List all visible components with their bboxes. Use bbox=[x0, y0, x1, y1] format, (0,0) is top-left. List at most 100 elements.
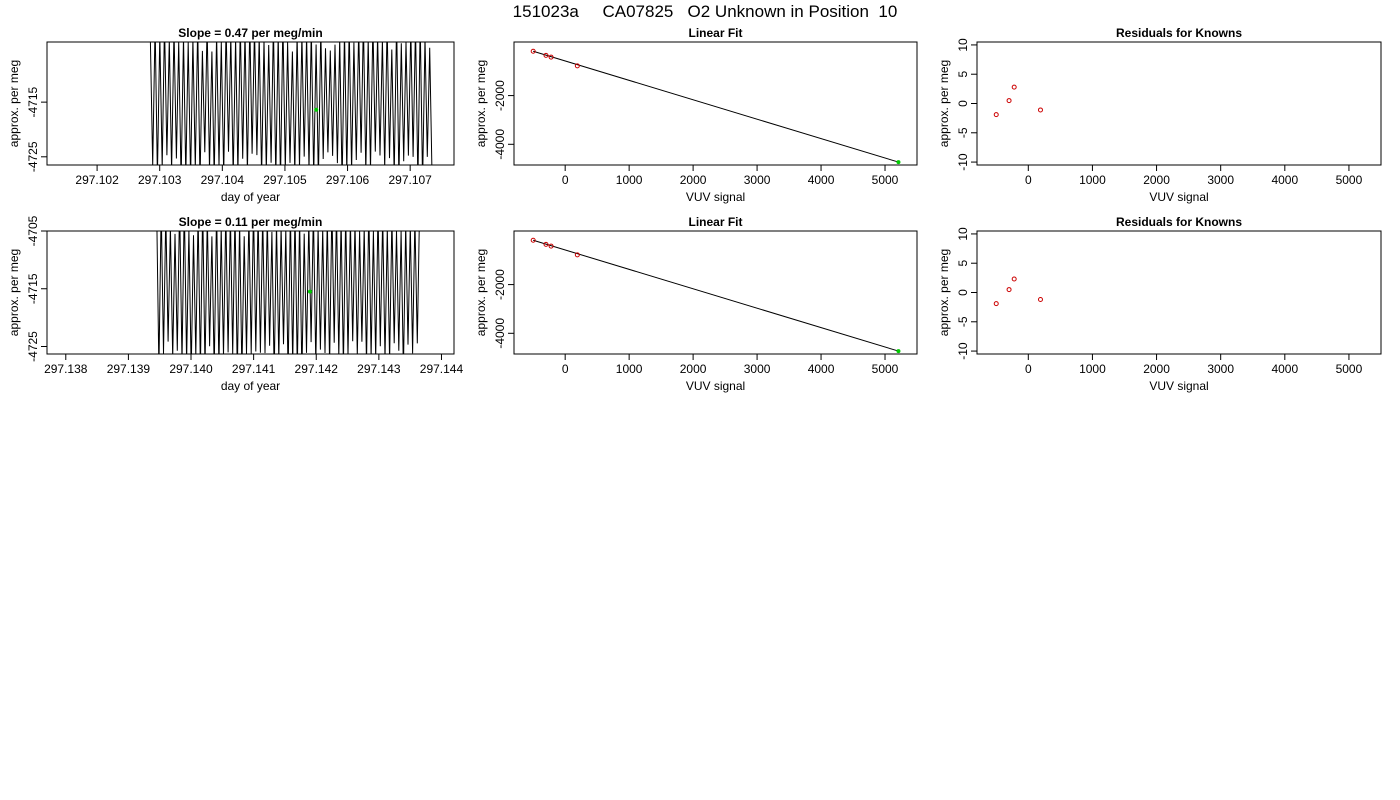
y-axis-label: approx. per meg bbox=[474, 60, 488, 147]
known-point bbox=[543, 241, 549, 247]
unknown-point bbox=[896, 349, 901, 354]
y-tick-label: -4715 bbox=[26, 86, 40, 117]
panel-title: Residuals for Knowns bbox=[1116, 215, 1242, 229]
x-tick-label: 297.103 bbox=[138, 173, 182, 187]
residual-point bbox=[1006, 287, 1012, 293]
unknown-mean-point bbox=[314, 107, 319, 112]
plot-frame bbox=[976, 41, 1382, 166]
y-axis-label: approx. per meg bbox=[937, 60, 951, 147]
x-tick-label: 4000 bbox=[1271, 362, 1298, 376]
x-tick-label: 2000 bbox=[1143, 173, 1170, 187]
panel-title: Linear Fit bbox=[688, 215, 742, 229]
plot-frame bbox=[513, 41, 918, 166]
x-tick-label: 5000 bbox=[1336, 362, 1363, 376]
y-tick-label: 10 bbox=[956, 227, 970, 241]
x-tick-label: 297.102 bbox=[75, 173, 119, 187]
x-axis-label: VUV signal bbox=[686, 190, 745, 204]
x-tick-label: 297.139 bbox=[107, 362, 151, 376]
x-tick-label: 297.106 bbox=[326, 173, 370, 187]
x-tick-label: 2000 bbox=[680, 362, 707, 376]
panels: Slope = 0.47 per meg/min 297.102 297.103 29… bbox=[7, 26, 1382, 393]
plot-area bbox=[993, 84, 1043, 118]
y-axis-label: approx. per meg bbox=[937, 249, 951, 336]
x-tick-label: 3000 bbox=[1207, 362, 1234, 376]
y-tick-label: -4725 bbox=[26, 141, 40, 172]
x-tick-label: 297.138 bbox=[44, 362, 88, 376]
x-tick-label: 297.140 bbox=[169, 362, 213, 376]
panel-title: Slope = 0.47 per meg/min bbox=[178, 26, 322, 40]
known-point bbox=[543, 52, 549, 58]
y-tick-label: -2000 bbox=[493, 269, 507, 300]
plot-frame bbox=[513, 230, 918, 355]
panel-title: Residuals for Knowns bbox=[1116, 26, 1242, 40]
x-tick-label: 5000 bbox=[872, 362, 899, 376]
plot-area bbox=[156, 231, 420, 354]
y-axis-label: approx. per meg bbox=[474, 249, 488, 336]
panel-1: Slope = 0.47 per meg/min 297.102 297.103 29… bbox=[7, 26, 455, 204]
x-tick-label: 1000 bbox=[616, 173, 643, 187]
x-tick-label: 297.105 bbox=[263, 173, 307, 187]
y-tick-label: -10 bbox=[956, 153, 970, 171]
x-tick-label: 297.104 bbox=[201, 173, 245, 187]
x-tick-label: 297.144 bbox=[420, 362, 464, 376]
x-tick-label: 297.143 bbox=[357, 362, 401, 376]
panel-3: Residuals for Knowns 0 1000 2000 3000 4000 500… bbox=[937, 26, 1382, 204]
x-tick-label: 297.142 bbox=[295, 362, 339, 376]
y-axis-label: approx. per meg bbox=[7, 60, 21, 147]
y-tick-label: -2000 bbox=[493, 80, 507, 111]
x-tick-label: 4000 bbox=[1271, 173, 1298, 187]
residual-point bbox=[1011, 84, 1017, 90]
plot-frame bbox=[46, 230, 455, 355]
plot-frame bbox=[46, 41, 455, 166]
y-tick-label: 5 bbox=[956, 71, 970, 78]
panel-title: Slope = 0.11 per meg/min bbox=[179, 215, 323, 229]
x-axis-label: day of year bbox=[221, 379, 280, 393]
x-tick-label: 2000 bbox=[1143, 362, 1170, 376]
panel-5: Linear Fit 0 1000 2000 3000 4000 5000 -4000 -200… bbox=[474, 215, 918, 393]
x-tick-label: 1000 bbox=[616, 362, 643, 376]
y-axis-label: approx. per meg bbox=[7, 249, 21, 336]
x-axis-label: day of year bbox=[221, 190, 280, 204]
residual-point bbox=[1011, 276, 1017, 282]
known-point bbox=[530, 237, 536, 243]
y-tick-label: -4705 bbox=[26, 215, 40, 246]
y-tick-label: -4000 bbox=[493, 318, 507, 349]
y-tick-label: 10 bbox=[956, 38, 970, 52]
time-series-line bbox=[149, 42, 433, 165]
y-tick-label: -4000 bbox=[493, 129, 507, 160]
x-tick-label: 0 bbox=[1025, 173, 1032, 187]
y-tick-label: -4715 bbox=[26, 273, 40, 304]
x-tick-label: 3000 bbox=[1207, 173, 1234, 187]
x-tick-label: 3000 bbox=[744, 362, 771, 376]
panel-2: Linear Fit 0 1000 2000 3000 4000 5000 -4000 -200… bbox=[474, 26, 918, 204]
x-tick-label: 297.107 bbox=[388, 173, 432, 187]
x-tick-label: 0 bbox=[562, 173, 569, 187]
known-point bbox=[574, 252, 580, 258]
y-tick-label: -10 bbox=[956, 342, 970, 360]
x-tick-label: 297.141 bbox=[232, 362, 276, 376]
plot-area bbox=[530, 237, 901, 354]
y-tick-label: 5 bbox=[956, 260, 970, 267]
x-tick-label: 4000 bbox=[808, 173, 835, 187]
x-tick-label: 5000 bbox=[872, 173, 899, 187]
y-tick-label: -4725 bbox=[26, 331, 40, 362]
known-point bbox=[530, 48, 536, 54]
fit-line bbox=[533, 239, 899, 352]
figure-title: 151023a CA07825 O2 Unknown in Position 1… bbox=[513, 2, 898, 21]
panel-6: Residuals for Knowns 0 1000 2000 3000 4000 500… bbox=[937, 215, 1382, 393]
plot-frame bbox=[976, 230, 1382, 355]
known-point bbox=[548, 243, 554, 249]
y-tick-label: -5 bbox=[956, 127, 970, 138]
x-axis-label: VUV signal bbox=[1149, 190, 1208, 204]
x-axis-label: VUV signal bbox=[1149, 379, 1208, 393]
x-tick-label: 2000 bbox=[680, 173, 707, 187]
plot-area bbox=[993, 276, 1043, 307]
x-tick-label: 4000 bbox=[808, 362, 835, 376]
fit-line bbox=[533, 50, 899, 163]
x-tick-label: 1000 bbox=[1079, 362, 1106, 376]
x-axis-label: VUV signal bbox=[686, 379, 745, 393]
unknown-point bbox=[896, 160, 901, 165]
x-tick-label: 1000 bbox=[1079, 173, 1106, 187]
